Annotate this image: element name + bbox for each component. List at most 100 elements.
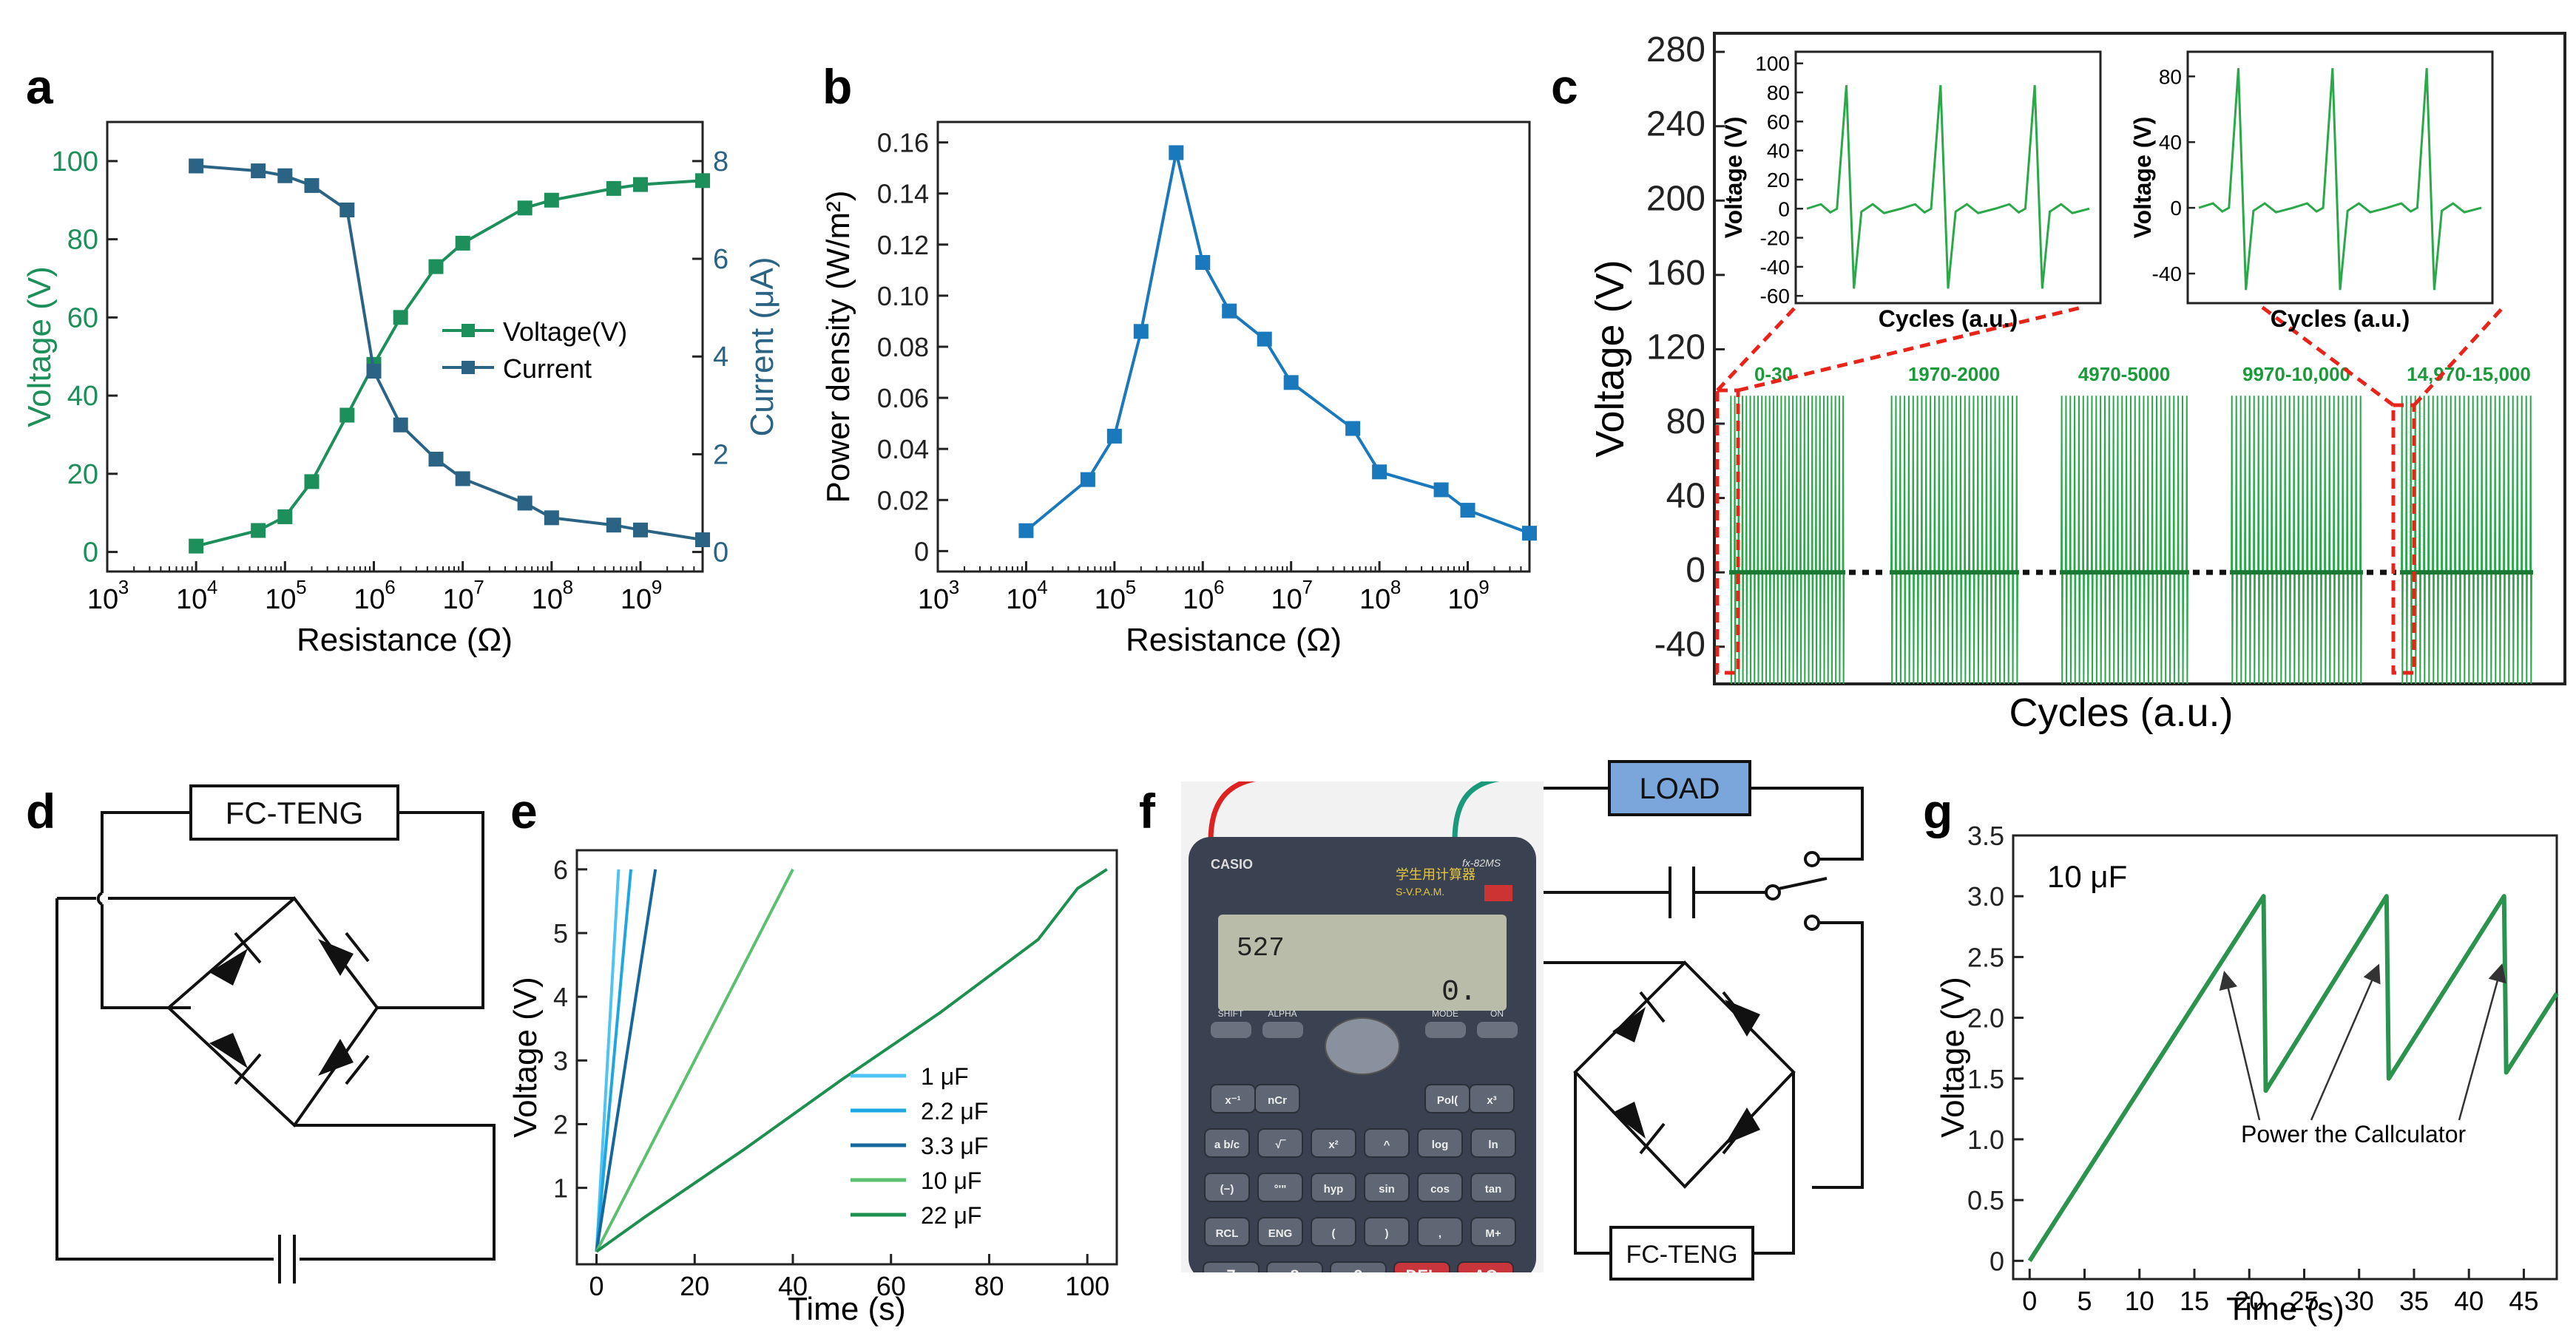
chart-b-x-ticks: 10 3 10 4 10 5 10 6 10 7 10 8 10 9 xyxy=(918,561,1530,615)
voltage-trace-segment xyxy=(2400,396,2533,685)
chart-e-capacitor-charging: 0 20 40 60 80 100 1 2 3 4 5 6 1 μF 2.2 μF 3.3 μF 10 μ… xyxy=(507,849,1118,1327)
legend-label-current: Current xyxy=(503,353,592,384)
series-line-current xyxy=(196,164,703,542)
legend-label: 22 μF xyxy=(921,1202,981,1229)
data-point-current xyxy=(339,202,355,217)
calc-key-label: , xyxy=(1439,1227,1441,1240)
data-point-voltage xyxy=(189,538,204,554)
calc-key xyxy=(1470,1128,1516,1158)
diode xyxy=(1725,1108,1760,1145)
panel-label-e: e xyxy=(510,784,538,838)
legend-marker-current xyxy=(462,361,475,374)
switch-terminal xyxy=(1804,915,1820,931)
calc-key xyxy=(1457,1261,1514,1272)
chart-g-annotation: 10 μF xyxy=(2047,859,2127,894)
diode-bar xyxy=(1639,991,1666,1023)
chart-a-y-ticks: 0 20 40 60 80 100 xyxy=(52,146,118,569)
chart-c-ylabel: Voltage (V) xyxy=(1588,260,1632,457)
x-tick-label: 80 xyxy=(974,1271,1004,1301)
chart-a-y2-ticks: 0 2 4 6 8 xyxy=(692,146,728,569)
x-tick-label-exp: 8 xyxy=(1390,576,1401,598)
x-tick-label: 40 xyxy=(2454,1286,2484,1316)
circuit-f-load: LOAD FC-TENG xyxy=(1529,760,1864,1281)
chart-c-inset-1: -60 -40 -20 0 20 40 60 80 100 Cycles (a.u.) Volt… xyxy=(1720,50,2102,332)
data-point-voltage xyxy=(304,474,320,489)
series-line-voltage xyxy=(195,179,703,548)
diode xyxy=(209,1033,248,1068)
inset-2-xlabel: Cycles (a.u.) xyxy=(2271,305,2410,332)
calculator-display xyxy=(1218,915,1507,1011)
y-tick-label: 60 xyxy=(1767,110,1790,133)
chart-e-ylabel: Voltage (V) xyxy=(507,977,544,1138)
x-tick-label-exp: 5 xyxy=(1126,576,1136,598)
note-arrow xyxy=(2310,963,2381,1121)
x-tick-label-base: 10 xyxy=(1447,584,1478,615)
calc-key-label: AC xyxy=(1474,1267,1498,1272)
calc-key-label: cos xyxy=(1430,1183,1450,1196)
y-tick-label: 80 xyxy=(1666,402,1705,441)
x-tick-label-base: 10 xyxy=(918,584,949,615)
chart-c-y-ticks: -40 0 40 80 120 160 200 240 280 xyxy=(1646,30,1725,665)
y-tick-label: 20 xyxy=(67,459,98,490)
calc-key xyxy=(1364,1217,1410,1247)
panel-label-d: d xyxy=(26,784,55,838)
x-tick-label-exp: 7 xyxy=(473,576,484,598)
x-tick-label-exp: 8 xyxy=(563,576,573,598)
x-tick-label: 30 xyxy=(2345,1286,2374,1316)
chart-e-frame xyxy=(575,849,1118,1266)
y-tick-label: 0 xyxy=(2170,197,2182,220)
calc-key-label: x² xyxy=(1328,1139,1338,1151)
legend-label-voltage: Voltage(V) xyxy=(503,316,627,347)
calc-key-label: (−) xyxy=(1220,1183,1234,1196)
y-tick-label: -60 xyxy=(1760,285,1790,308)
calc-replay-pad xyxy=(1325,1017,1400,1075)
panel-label-b: b xyxy=(822,59,852,114)
calc-key-label: SHIFT xyxy=(1218,1008,1244,1019)
bridge-outline xyxy=(166,896,379,1128)
calc-key xyxy=(1330,1261,1387,1272)
x-tick-label: 45 xyxy=(2509,1286,2538,1316)
calc-key xyxy=(1470,1217,1516,1247)
note-arrow xyxy=(2458,963,2506,1121)
inset-1-ylabel: Voltage (V) xyxy=(1720,117,1747,239)
chart-a-xlabel: Resistance (Ω) xyxy=(297,622,513,658)
x-tick-label-base: 10 xyxy=(176,584,207,615)
chart-b-frame xyxy=(936,121,1531,573)
calculator-chinese: 学生用计算器 xyxy=(1396,867,1475,883)
calculator-svpam: S-V.P.A.M. xyxy=(1396,886,1444,898)
diode-bar xyxy=(1722,1122,1748,1155)
y-tick-label: 5 xyxy=(553,918,568,949)
calc-key xyxy=(1311,1128,1356,1158)
x-tick-label: 10 xyxy=(2125,1286,2154,1316)
chart-a-x-ticks: 10 3 10 4 10 5 10 6 10 7 10 8 10 9 xyxy=(87,561,703,615)
x-tick-label-exp: 6 xyxy=(385,576,395,598)
calc-key-label: √‾ xyxy=(1275,1139,1285,1151)
calc-key xyxy=(1477,1022,1518,1038)
data-point-power xyxy=(1433,482,1449,498)
panel-label-f: f xyxy=(1139,784,1156,838)
chart-b-y-ticks: 0 0.02 0.04 0.06 0.08 0.10 0.12 0.14 0.16 xyxy=(877,128,948,566)
x-tick-label: 0 xyxy=(589,1271,604,1301)
chart-c-inset-2: -40 0 40 80 Cycles (a.u.) Voltage (V) xyxy=(2129,50,2494,332)
circuit-d-rectifier: FC-TENG xyxy=(55,784,496,1284)
y-tick-label: 1 xyxy=(553,1173,568,1204)
calc-key xyxy=(1204,1217,1250,1247)
x-tick-label-exp: 5 xyxy=(296,576,306,598)
data-point-current xyxy=(251,163,266,179)
calc-key-label: a b/c xyxy=(1214,1139,1240,1151)
panel-label-c: c xyxy=(1551,59,1578,114)
chart-c-segment-labels: 0-30 1970-2000 4970-5000 9970-10,000 14,970-… xyxy=(1754,363,2531,385)
y-tick-label: -20 xyxy=(1760,227,1790,250)
x-tick-label: 40 xyxy=(778,1271,808,1301)
x-tick-label-exp: 9 xyxy=(1478,576,1489,598)
note-arrow xyxy=(2219,970,2261,1121)
calc-key-label: tan xyxy=(1485,1183,1502,1196)
chart-e-legend: 1 μF 2.2 μF 3.3 μF 10 μF 22 μF xyxy=(851,1063,988,1229)
x-tick-label-base: 10 xyxy=(265,584,296,615)
x-tick-label-base: 10 xyxy=(354,584,385,615)
inset-trace xyxy=(1806,85,2090,289)
chart-g-series xyxy=(2027,894,2559,1262)
wire xyxy=(1574,1072,1795,1255)
data-point-current xyxy=(633,522,649,538)
